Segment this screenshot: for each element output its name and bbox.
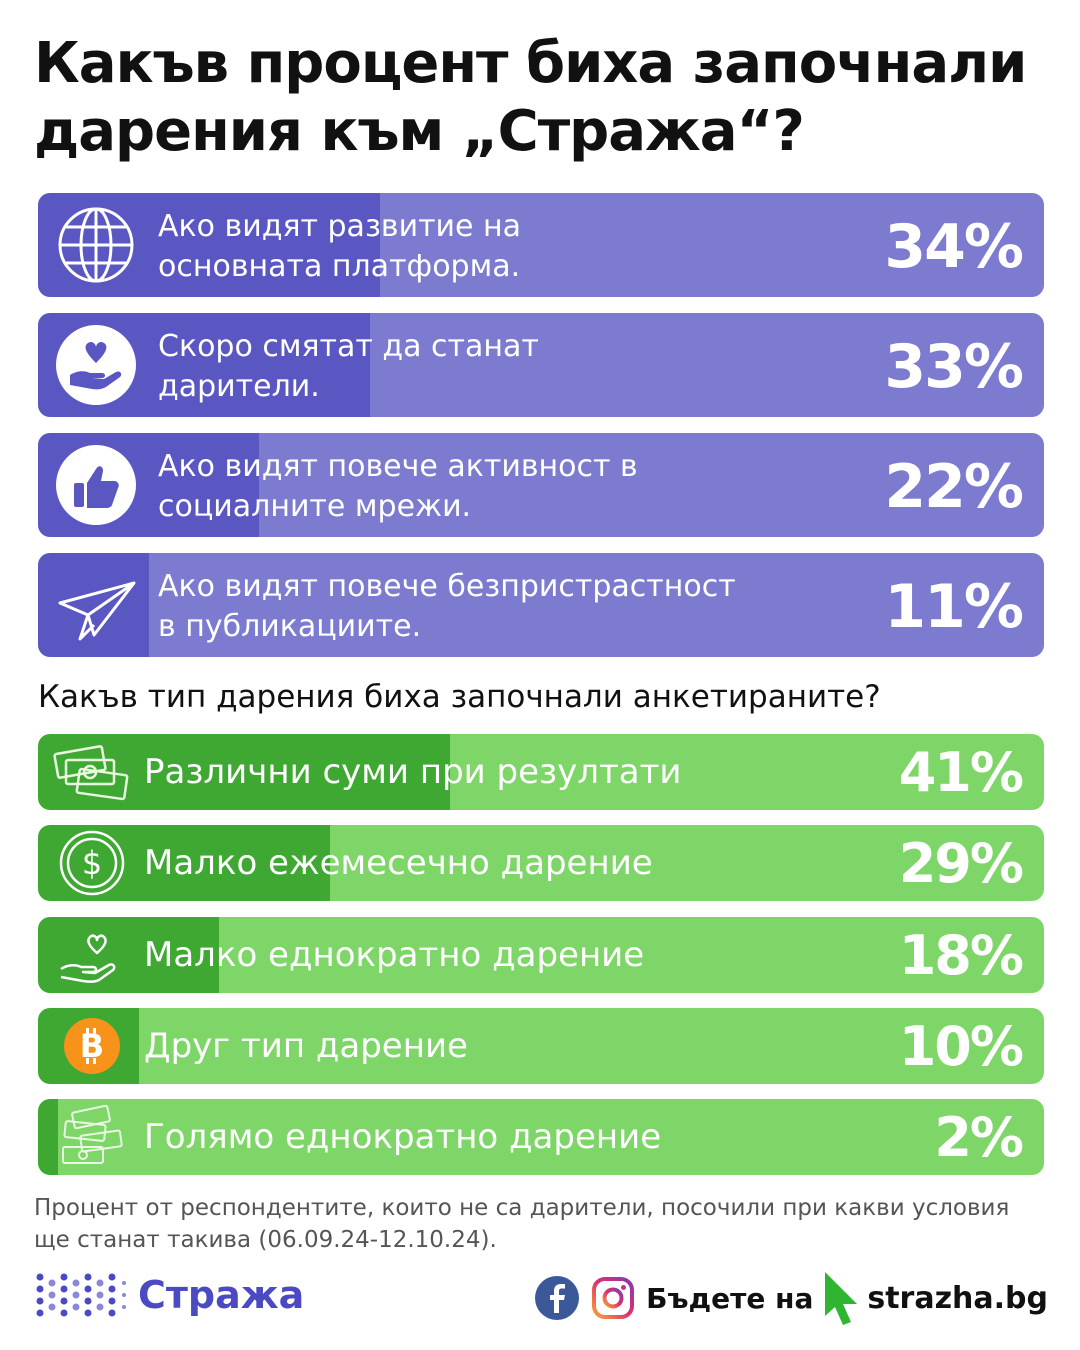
bar-value-label: 18% [898, 924, 1024, 987]
money-pile-icon [52, 1103, 132, 1171]
bar-label: Скоро смятат да станат дарители. [158, 329, 539, 404]
bar-label: Малко ежемесечно дарение [144, 843, 653, 883]
bar-value-label: 2% [934, 1106, 1024, 1169]
bar-label: Ако видят развитие на основната платформ… [158, 209, 522, 284]
bar-item: Скоро смятат да станат дарители. 33% [38, 313, 1044, 417]
dollar-coin-icon: $ [52, 829, 132, 897]
cursor-arrow-icon [825, 1272, 858, 1325]
footer-cta: Бъдете на [646, 1281, 814, 1315]
bar-item: Ако видят повече безпристрастност в публ… [38, 553, 1044, 657]
bar-fill [38, 825, 330, 901]
chart-title: Какъв процент биха започнали дарения към… [34, 31, 1027, 164]
heart-hand-icon [54, 323, 138, 407]
bar-label: Ако видят повече безпристрастност в публ… [158, 569, 736, 644]
bar-value-label: 11% [884, 572, 1024, 642]
svg-text:$: $ [82, 844, 102, 882]
website-link[interactable]: strazha.bg [867, 1280, 1048, 1316]
bar-item: Голямо еднократно дарение 2% [38, 1099, 1044, 1175]
footnote: Процент от респондентите, които не са да… [34, 1195, 1010, 1253]
paper-plane-icon [54, 563, 138, 647]
bar-item: Ако видят повече активност в социалните … [38, 433, 1044, 537]
bar-label: Ако видят повече активност в социалните … [158, 449, 638, 524]
thumbs-up-icon [54, 443, 138, 527]
bar-item: Различни суми при резултати 41% [38, 734, 1044, 810]
bar-item: Малко еднократно дарение 18% [38, 917, 1044, 993]
facebook-icon[interactable] [534, 1275, 580, 1321]
bar-value-label: 22% [884, 452, 1024, 522]
money-stack-icon [52, 738, 132, 806]
bar-fill [38, 1099, 58, 1175]
svg-text:B: B [80, 1027, 104, 1065]
footer-social: Бъдете на strazha.bg [534, 1270, 1048, 1326]
bar-fill [38, 553, 149, 657]
brand-name: Стража [138, 1273, 305, 1317]
bar-label: Друг тип дарение [144, 1026, 468, 1066]
bar-label: Голямо еднократно дарение [144, 1117, 662, 1157]
bar-label: Различни суми при резултати [144, 752, 682, 792]
bar-item: Ако видят развитие на основната платформ… [38, 193, 1044, 297]
instagram-icon[interactable] [590, 1275, 636, 1321]
section-subtitle: Какъв тип дарения биха започнали анкетир… [38, 679, 881, 715]
heart-hand-icon [52, 921, 132, 989]
bitcoin-icon: B [52, 1012, 132, 1080]
brand-logo[interactable]: Стража [36, 1270, 304, 1320]
bar-value-label: 33% [884, 332, 1024, 402]
bar-label: Малко еднократно дарение [144, 935, 645, 975]
bar-fill [38, 917, 219, 993]
dot-grid-icon [36, 1273, 126, 1317]
bar-value-label: 41% [898, 741, 1024, 804]
bar-value-label: 34% [884, 212, 1024, 282]
bar-value-label: 10% [898, 1015, 1024, 1078]
bar-item: $ Малко ежемесечно дарение 29% [38, 825, 1044, 901]
bar-item: B Друг тип дарение 10% [38, 1008, 1044, 1084]
globe-icon [54, 203, 138, 287]
bar-value-label: 29% [898, 832, 1024, 895]
